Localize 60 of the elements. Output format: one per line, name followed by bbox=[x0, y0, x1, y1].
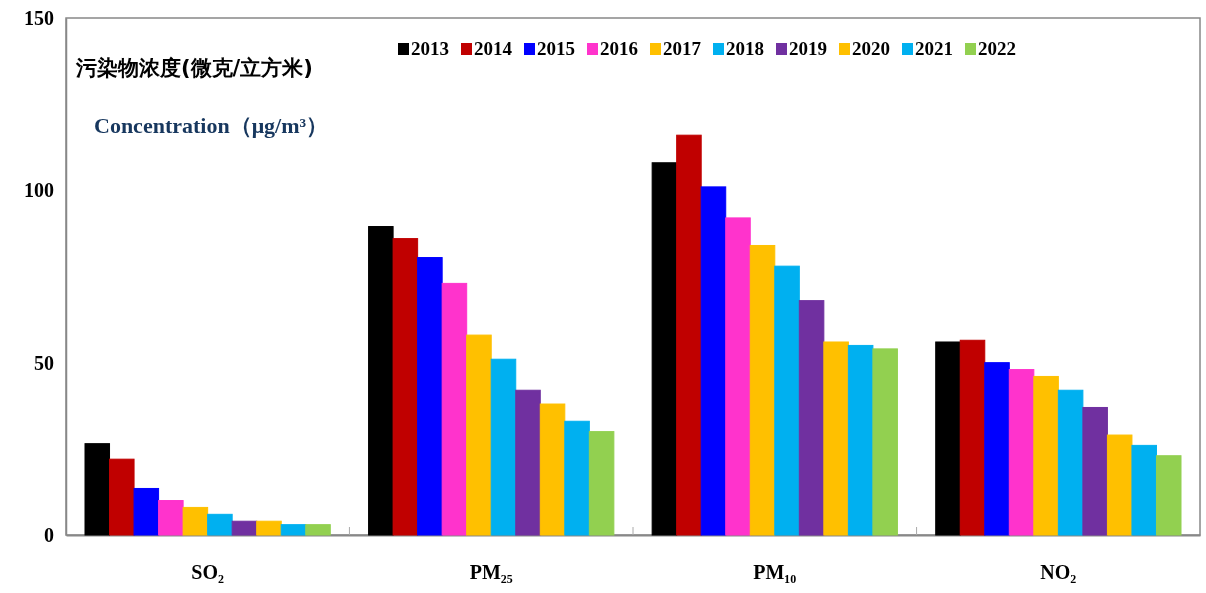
bar bbox=[392, 238, 419, 536]
legend-label: 2020 bbox=[852, 38, 890, 59]
bar bbox=[182, 506, 209, 536]
bar bbox=[133, 487, 160, 536]
bar bbox=[207, 513, 233, 536]
bar bbox=[515, 389, 541, 536]
legend-label: 2017 bbox=[663, 38, 702, 59]
y-tick-label: 150 bbox=[24, 6, 54, 29]
legend-label: 2019 bbox=[789, 38, 827, 59]
x-tick-label: SO₂ bbox=[191, 561, 224, 584]
bar bbox=[774, 265, 800, 536]
x-tick-label: PM₁₀ bbox=[753, 561, 797, 584]
bar bbox=[651, 162, 678, 536]
bar bbox=[872, 348, 898, 536]
x-tick-label: PM₂₅ bbox=[469, 561, 513, 584]
x-tick-label: NO₂ bbox=[1040, 561, 1077, 584]
bar bbox=[539, 403, 566, 536]
bar bbox=[984, 362, 1010, 536]
bar bbox=[1131, 444, 1157, 536]
bar bbox=[959, 339, 986, 536]
bar bbox=[700, 186, 727, 536]
bar bbox=[417, 257, 443, 536]
bar bbox=[1008, 369, 1035, 536]
bar bbox=[1057, 389, 1084, 536]
bar bbox=[368, 226, 394, 536]
bar bbox=[676, 134, 702, 536]
legend-label: 2016 bbox=[600, 38, 638, 59]
bar bbox=[749, 244, 776, 536]
y-tick-label: 50 bbox=[34, 351, 54, 374]
bar bbox=[935, 341, 961, 536]
bar bbox=[1033, 375, 1059, 536]
bar bbox=[1082, 406, 1108, 536]
bar bbox=[490, 358, 517, 536]
legend-label: 2014 bbox=[474, 38, 513, 59]
text: Concentration（μg/m³） bbox=[94, 113, 329, 138]
bar bbox=[588, 431, 615, 536]
bar bbox=[158, 500, 184, 536]
legend-label: 2022 bbox=[978, 38, 1016, 59]
legend-label: 2018 bbox=[726, 38, 764, 59]
bar bbox=[109, 458, 135, 536]
bar bbox=[725, 217, 751, 536]
legend-label: 2021 bbox=[915, 38, 953, 59]
legend-label: 2013 bbox=[411, 38, 449, 59]
bar bbox=[466, 334, 492, 536]
y-tick-label: 100 bbox=[24, 179, 54, 202]
bar bbox=[305, 524, 331, 536]
bar bbox=[823, 341, 849, 536]
bar bbox=[441, 282, 468, 536]
bar bbox=[280, 524, 307, 536]
bar bbox=[564, 420, 590, 536]
bar bbox=[847, 344, 874, 536]
bar bbox=[256, 520, 282, 536]
text: 污染物浓度(微克/立方米) bbox=[75, 56, 313, 80]
bar bbox=[231, 520, 258, 536]
bar bbox=[798, 300, 825, 536]
y-tick-label: 0 bbox=[44, 523, 54, 546]
legend-label: 2015 bbox=[537, 38, 575, 59]
bar bbox=[1155, 455, 1182, 536]
bar bbox=[1106, 434, 1133, 536]
bar bbox=[84, 443, 111, 536]
